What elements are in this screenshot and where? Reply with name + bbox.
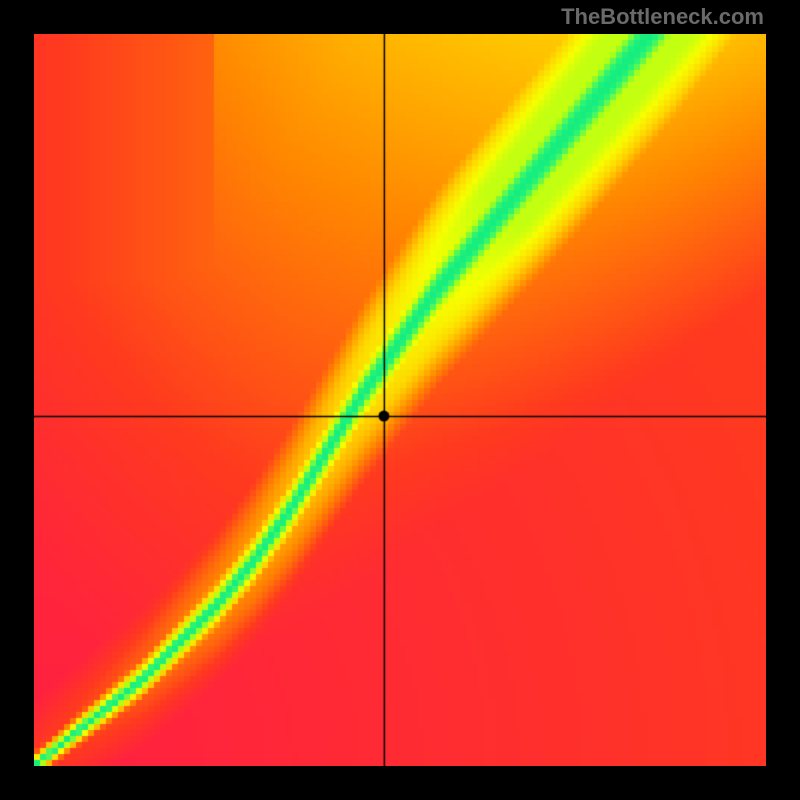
plot-area [34, 34, 766, 766]
heatmap-canvas [34, 34, 766, 766]
chart-frame: TheBottleneck.com [0, 0, 800, 800]
watermark-text: TheBottleneck.com [561, 4, 764, 30]
